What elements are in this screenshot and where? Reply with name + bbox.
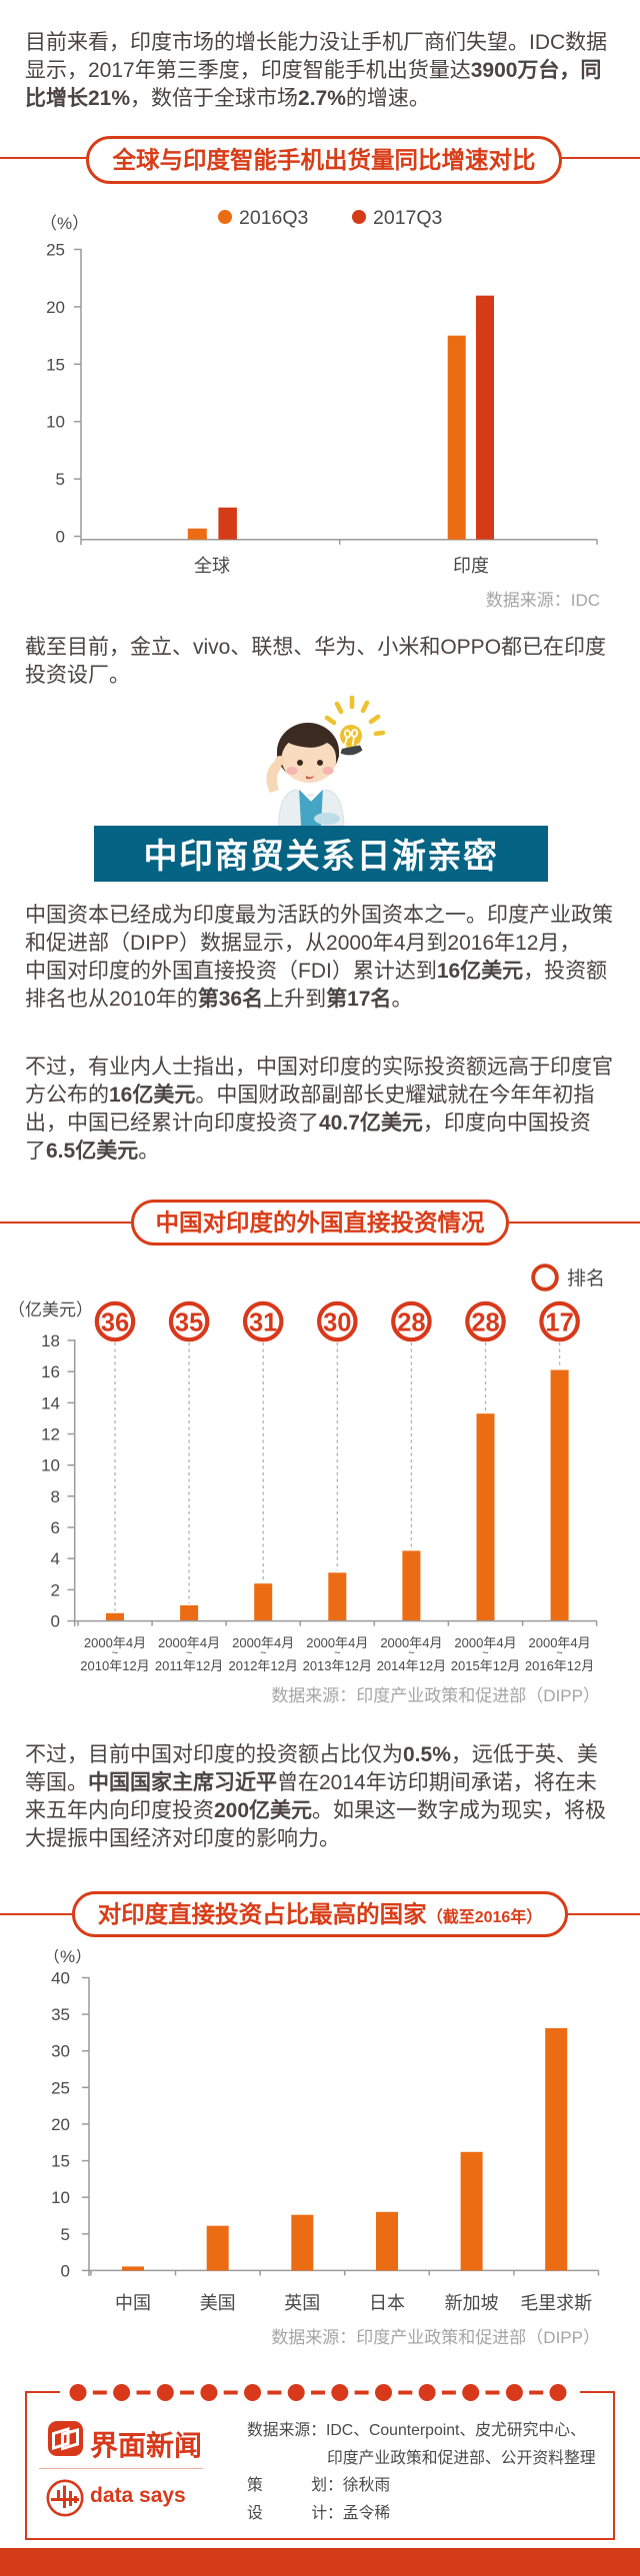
svg-text:0: 0 <box>61 2261 70 2280</box>
svg-text:2010年12月: 2010年12月 <box>80 1658 149 1673</box>
svg-text:0: 0 <box>51 1612 60 1631</box>
svg-text:2016年12月: 2016年12月 <box>525 1658 594 1673</box>
svg-text:2000年4月: 2000年4月 <box>158 1635 220 1650</box>
svg-text:10: 10 <box>41 1456 60 1475</box>
svg-text:（%）: （%） <box>40 214 89 233</box>
svg-text:10: 10 <box>51 2188 70 2207</box>
svg-text:14: 14 <box>41 1393 60 1412</box>
svg-text:35: 35 <box>51 2005 70 2024</box>
svg-text:12: 12 <box>41 1425 60 1444</box>
svg-text:30: 30 <box>323 1309 351 1337</box>
svg-text:40: 40 <box>51 1969 70 1988</box>
svg-text:35: 35 <box>175 1309 203 1337</box>
svg-text:20: 20 <box>46 298 65 317</box>
svg-text:31: 31 <box>249 1309 277 1337</box>
svg-text:5: 5 <box>61 2225 70 2244</box>
svg-text:日本: 日本 <box>369 2293 405 2313</box>
svg-text:20: 20 <box>51 2115 70 2134</box>
svg-text:2000年4月: 2000年4月 <box>232 1635 294 1650</box>
svg-text:2017Q3: 2017Q3 <box>373 207 442 229</box>
svg-text:28: 28 <box>471 1309 499 1337</box>
svg-text:（%）: （%） <box>43 1949 92 1966</box>
svg-text:（亿美元）: （亿美元） <box>8 1300 93 1319</box>
svg-text:2000年4月: 2000年4月 <box>454 1635 516 1650</box>
svg-text:16: 16 <box>41 1362 60 1381</box>
svg-text:2014年12月: 2014年12月 <box>377 1658 446 1673</box>
svg-text:4: 4 <box>51 1549 60 1568</box>
svg-text:美国: 美国 <box>200 2293 236 2313</box>
svg-text:~: ~ <box>482 1647 488 1659</box>
svg-text:15: 15 <box>51 2152 70 2171</box>
svg-text:印度: 印度 <box>453 556 489 576</box>
svg-text:6: 6 <box>51 1518 60 1537</box>
svg-text:2012年12月: 2012年12月 <box>229 1658 298 1673</box>
svg-text:~: ~ <box>408 1647 414 1659</box>
svg-text:~: ~ <box>334 1647 340 1659</box>
svg-text:~: ~ <box>556 1647 562 1659</box>
svg-text:15: 15 <box>46 355 65 374</box>
svg-text:36: 36 <box>101 1309 129 1337</box>
svg-text:28: 28 <box>397 1309 425 1337</box>
svg-text:~: ~ <box>186 1647 192 1659</box>
svg-text:0: 0 <box>56 528 65 547</box>
svg-text:2000年4月: 2000年4月 <box>84 1635 146 1650</box>
svg-text:新加坡: 新加坡 <box>445 2293 499 2313</box>
svg-text:中国: 中国 <box>115 2293 151 2313</box>
svg-text:2016Q3: 2016Q3 <box>239 207 308 229</box>
svg-text:全球: 全球 <box>194 556 230 576</box>
svg-text:10: 10 <box>46 413 65 432</box>
svg-text:30: 30 <box>51 2042 70 2061</box>
svg-text:2015年12月: 2015年12月 <box>451 1658 520 1673</box>
svg-text:数据来源：印度产业政策和促进部（DIPP）: 数据来源：印度产业政策和促进部（DIPP） <box>271 2328 600 2347</box>
svg-text:数据来源：印度产业政策和促进部（DIPP）: 数据来源：印度产业政策和促进部（DIPP） <box>271 1686 600 1705</box>
svg-text:25: 25 <box>46 241 65 260</box>
svg-text:17: 17 <box>545 1309 573 1337</box>
svg-text:~: ~ <box>260 1647 266 1659</box>
svg-text:18: 18 <box>41 1331 60 1350</box>
svg-text:2011年12月: 2011年12月 <box>155 1658 223 1673</box>
svg-text:2: 2 <box>51 1580 60 1599</box>
svg-text:毛里求斯: 毛里求斯 <box>520 2293 592 2313</box>
svg-text:排名: 排名 <box>567 1268 605 1289</box>
svg-text:2013年12月: 2013年12月 <box>303 1658 372 1673</box>
svg-text:25: 25 <box>51 2078 70 2097</box>
svg-text:8: 8 <box>51 1487 60 1506</box>
svg-text:2000年4月: 2000年4月 <box>306 1635 368 1650</box>
svg-text:数据来源：IDC: 数据来源：IDC <box>486 591 600 610</box>
svg-text:2000年4月: 2000年4月 <box>380 1635 442 1650</box>
svg-text:5: 5 <box>56 470 65 489</box>
svg-text:英国: 英国 <box>284 2293 320 2313</box>
svg-text:2000年4月: 2000年4月 <box>529 1635 591 1650</box>
svg-text:~: ~ <box>112 1647 118 1659</box>
